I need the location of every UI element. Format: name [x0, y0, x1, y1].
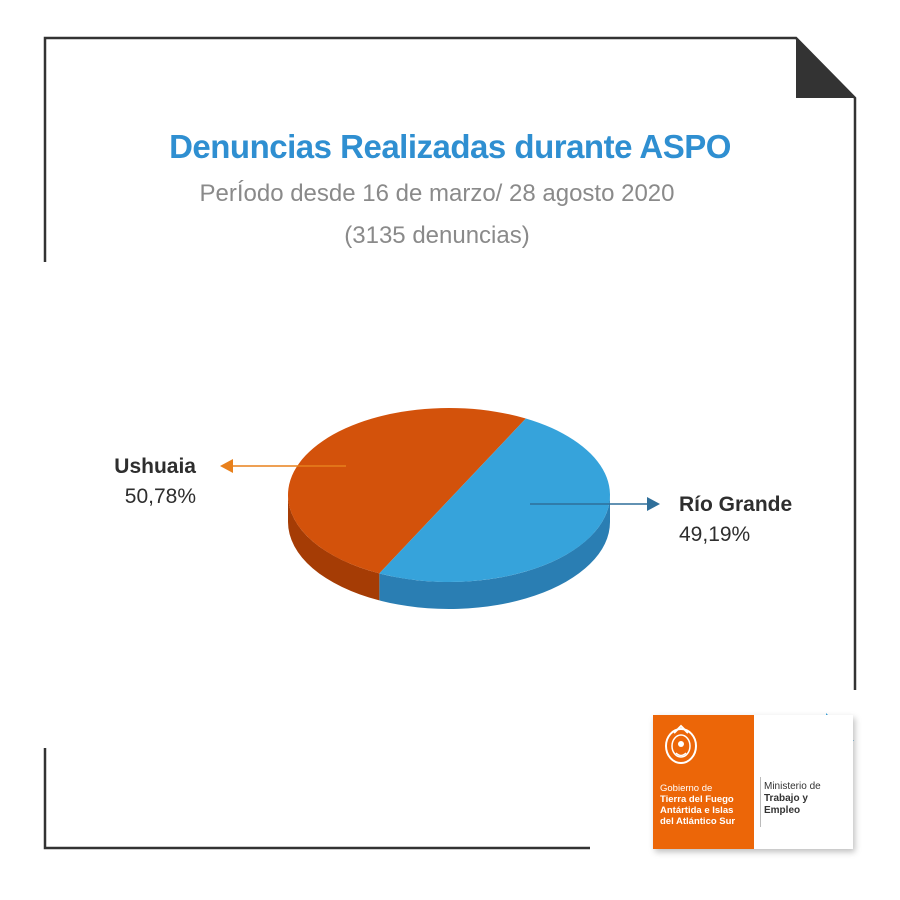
frame-line-bottom-left — [43, 748, 590, 850]
logo-orange-panel: Gobierno de Tierra del Fuego Antártida e… — [653, 715, 754, 849]
slice-ushuaia — [288, 408, 526, 574]
ministry-line-1: Ministerio de — [764, 781, 821, 792]
slice-side-rio-grande — [379, 495, 610, 609]
logo-divider — [760, 777, 761, 827]
government-name: Gobierno de Tierra del Fuego Antártida e… — [660, 783, 754, 827]
gov-line-3: Antártida e Islas — [660, 805, 734, 816]
slice-side-ushuaia — [288, 495, 380, 601]
label-ushuaia-percent: 50,78% — [124, 485, 196, 508]
gov-line-1: Gobierno de — [660, 783, 713, 794]
government-logo: Gobierno de Tierra del Fuego Antártida e… — [653, 715, 853, 849]
label-ushuaia: Ushuaia 50,78% — [104, 452, 196, 512]
slice-rio-grande — [379, 418, 611, 582]
coat-of-arms-icon — [665, 724, 697, 764]
label-rio-grande-name: Río Grande — [679, 493, 793, 516]
chart-subtitle: PerÍodo desde 16 de marzo/ 28 agosto 202… — [199, 180, 675, 207]
label-rio-grande-percent: 49,19% — [679, 523, 751, 546]
arrow-head-ushuaia — [220, 459, 233, 473]
ministry-line-3: Empleo — [764, 805, 801, 816]
total-count-label: (3135 denuncias) — [344, 222, 530, 249]
ministry-name: Ministerio de Trabajo y Empleo — [764, 781, 852, 817]
label-ushuaia-name: Ushuaia — [114, 455, 196, 478]
gov-line-2: Tierra del Fuego — [660, 794, 734, 805]
label-rio-grande: Río Grande 49,19% — [679, 490, 819, 550]
chart-title: Denuncias Realizadas durante ASPO — [169, 128, 731, 165]
arrow-head-rio-grande — [647, 497, 660, 511]
gov-line-4: del Atlántico Sur — [660, 816, 736, 827]
folded-corner — [796, 38, 855, 98]
ministry-line-2: Trabajo y — [764, 793, 808, 804]
